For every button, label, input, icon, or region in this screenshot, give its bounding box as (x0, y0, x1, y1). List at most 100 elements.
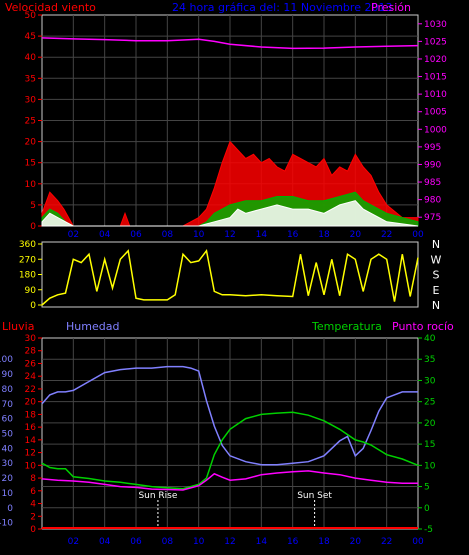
wind-y-tick-label: 5 (30, 201, 36, 211)
humidity-y-tick-label: 30 (2, 459, 14, 469)
wind-x-tick-label: 02 (68, 230, 79, 240)
temperature-x-tick-label: 06 (130, 537, 142, 547)
pressure-y-tick-label: 1030 (424, 20, 447, 30)
rain-y-tick-label: 18 (25, 410, 37, 420)
temperature-y-tick-label: -5 (424, 525, 433, 535)
rain-y-tick-label: 6 (30, 487, 36, 497)
temperature-x-tick-label: 16 (287, 537, 299, 547)
humidity-y-tick-label: 10 (2, 489, 14, 499)
wind-x-tick-label: 08 (162, 230, 174, 240)
direction-compass-label: W (431, 253, 442, 266)
temperature-x-tick-label: 20 (350, 537, 362, 547)
legend-temperature: Temperatura (311, 320, 382, 333)
rain-y-tick-label: 12 (25, 449, 36, 459)
rain-y-tick-label: 24 (25, 372, 37, 382)
humidity-y-tick-label: 80 (2, 385, 14, 395)
pressure-y-tick-label: 980 (424, 196, 441, 206)
rain-y-tick-label: 8 (30, 474, 36, 484)
rain-y-tick-label: 2 (30, 512, 36, 522)
humidity-y-tick-label: 50 (2, 430, 14, 440)
direction-compass-label: N (432, 238, 440, 251)
wind-y-tick-label: 0 (30, 222, 36, 232)
wind-y-tick-label: 40 (25, 53, 37, 63)
wind-series-area-3 (41, 200, 419, 227)
temperature-x-tick-label: 00 (412, 537, 424, 547)
rain-y-tick-label: 16 (25, 423, 37, 433)
rain-y-tick-label: 10 (25, 461, 37, 471)
pressure-y-tick-label: 975 (424, 213, 441, 223)
wind-y-tick-label: 30 (25, 95, 37, 105)
temperature-x-tick-label: 08 (162, 537, 174, 547)
direction-compass-label: E (433, 284, 440, 297)
direction-compass-label: N (432, 299, 440, 312)
rain-y-tick-label: 28 (25, 347, 37, 357)
sun-marker-label: Sun Rise (138, 491, 177, 501)
wind-x-tick-label: 00 (412, 230, 424, 240)
temperature-y-tick-label: 40 (424, 334, 436, 344)
wind-y-tick-label: 15 (25, 159, 36, 169)
wind-y-tick-label: 50 (25, 11, 37, 21)
wind-x-tick-label: 18 (318, 230, 330, 240)
wind-y-tick-label: 35 (25, 74, 36, 84)
wind-x-tick-label: 06 (130, 230, 142, 240)
rain-y-tick-label: 0 (30, 525, 36, 535)
temperature-y-tick-label: 20 (424, 419, 436, 429)
temperature-y-tick-label: 5 (424, 483, 430, 493)
wind-y-tick-label: 20 (25, 138, 37, 148)
wind-x-tick-label: 14 (256, 230, 268, 240)
pressure-y-tick-label: 990 (424, 160, 441, 170)
pressure-series-line (41, 37, 419, 50)
wind-x-tick-label: 04 (99, 230, 111, 240)
temperature-y-tick-label: 0 (424, 504, 430, 514)
header-wind-label: Velocidad viento (5, 1, 96, 14)
wind-x-tick-label: 20 (350, 230, 362, 240)
rain-y-tick-label: 4 (30, 500, 36, 510)
direction-compass-label: S (433, 269, 440, 282)
humidity-y-tick-label: 90 (2, 370, 14, 380)
temperature-x-tick-label: 12 (224, 537, 235, 547)
rain-y-tick-label: 14 (25, 436, 37, 446)
pressure-y-tick-label: 1015 (424, 73, 447, 83)
temperature-x-tick-label: 18 (318, 537, 330, 547)
wind-y-tick-label: 10 (25, 180, 37, 190)
humidity-y-tick-label: 0 (7, 504, 13, 514)
header-title: 24 hora gráfica del: 11 Noviembre 2013 (172, 1, 392, 14)
direction-series-line (41, 249, 419, 306)
direction-y-tick-label: 270 (19, 255, 36, 265)
pressure-y-tick-label: 1010 (424, 90, 447, 100)
humidity-y-tick-label: 20 (2, 474, 14, 484)
pressure-y-tick-label: 1005 (424, 108, 447, 118)
series-line-temperatura (41, 411, 419, 490)
temperature-y-tick-label: 25 (424, 398, 435, 408)
temperature-x-tick-label: 04 (99, 537, 111, 547)
temperature-x-tick-label: 22 (381, 537, 392, 547)
pressure-y-tick-label: 1025 (424, 37, 447, 47)
temperature-y-tick-label: 10 (424, 461, 436, 471)
temperature-x-tick-label: 10 (193, 537, 205, 547)
temperature-x-tick-label: 02 (68, 537, 79, 547)
pressure-y-tick-label: 1020 (424, 55, 447, 65)
humidity-y-tick-label: 100 (0, 355, 13, 365)
temperature-y-tick-label: 15 (424, 440, 435, 450)
series-line-punto-rocío (41, 470, 418, 491)
rain-y-tick-label: 30 (25, 334, 37, 344)
pressure-y-tick-label: 995 (424, 143, 441, 153)
sun-marker-label: Sun Set (297, 491, 332, 501)
temperature-y-tick-label: 35 (424, 355, 435, 365)
direction-y-tick-label: 90 (25, 286, 37, 296)
direction-y-tick-label: 180 (19, 271, 36, 281)
header-pressure-label: Presión (371, 1, 411, 14)
temperature-x-tick-label: 14 (256, 537, 268, 547)
legend-humidity: Humedad (66, 320, 119, 333)
wind-y-tick-label: 25 (25, 117, 36, 127)
pressure-y-tick-label: 1000 (424, 125, 447, 135)
pressure-y-tick-label: 985 (424, 178, 441, 188)
direction-y-tick-label: 360 (19, 240, 36, 250)
temperature-y-tick-label: 30 (424, 376, 436, 386)
humidity-y-tick-label: -10 (0, 519, 13, 529)
direction-y-tick-label: 0 (30, 301, 36, 311)
wind-x-tick-label: 22 (381, 230, 392, 240)
rain-y-tick-label: 20 (25, 398, 37, 408)
rain-y-tick-label: 22 (25, 385, 36, 395)
humidity-y-tick-label: 60 (2, 415, 14, 425)
